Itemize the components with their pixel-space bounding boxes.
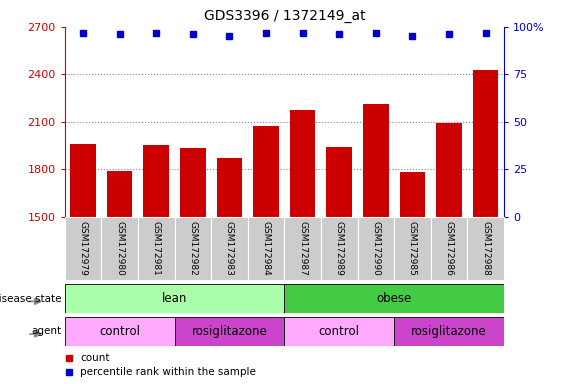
Bar	[400, 172, 425, 384]
Bar	[290, 110, 315, 384]
Bar	[180, 148, 205, 384]
Bar	[327, 147, 352, 384]
Bar	[211, 217, 248, 280]
Text: disease state: disease state	[0, 293, 62, 304]
Bar	[65, 284, 284, 313]
Bar	[175, 317, 284, 346]
Bar	[467, 217, 504, 280]
Text: GSM172986: GSM172986	[445, 221, 453, 276]
Bar	[394, 217, 431, 280]
Bar	[70, 144, 96, 384]
Bar	[248, 217, 284, 280]
Text: GSM172990: GSM172990	[372, 221, 380, 276]
Bar	[284, 317, 394, 346]
Text: GSM172981: GSM172981	[152, 221, 160, 276]
Bar	[175, 217, 211, 280]
Text: GSM172985: GSM172985	[408, 221, 417, 276]
Text: GSM172982: GSM172982	[189, 221, 197, 276]
Text: control: control	[319, 325, 360, 338]
Bar	[101, 217, 138, 280]
Bar	[217, 158, 242, 384]
Bar	[473, 70, 498, 384]
Text: GSM172984: GSM172984	[262, 221, 270, 276]
Text: count: count	[80, 353, 110, 363]
Text: rosiglitazone: rosiglitazone	[411, 325, 487, 338]
Bar	[394, 317, 504, 346]
Bar	[321, 217, 358, 280]
Bar	[363, 104, 388, 384]
Bar	[284, 217, 321, 280]
Text: GSM172983: GSM172983	[225, 221, 234, 276]
Bar	[431, 217, 467, 280]
Bar	[358, 217, 394, 280]
Bar	[138, 217, 175, 280]
Text: control: control	[99, 325, 140, 338]
Text: GSM172979: GSM172979	[79, 221, 87, 276]
Bar	[144, 145, 169, 384]
Text: obese: obese	[377, 292, 412, 305]
Text: GSM172987: GSM172987	[298, 221, 307, 276]
Bar	[65, 217, 101, 280]
Bar	[436, 123, 462, 384]
Text: rosiglitazone: rosiglitazone	[191, 325, 267, 338]
Text: agent: agent	[32, 326, 62, 336]
Text: GSM172988: GSM172988	[481, 221, 490, 276]
Bar	[107, 171, 132, 384]
Bar	[65, 317, 175, 346]
Text: lean: lean	[162, 292, 187, 305]
Bar	[284, 284, 504, 313]
Title: GDS3396 / 1372149_at: GDS3396 / 1372149_at	[203, 9, 365, 23]
Text: percentile rank within the sample: percentile rank within the sample	[80, 367, 256, 377]
Text: GSM172980: GSM172980	[115, 221, 124, 276]
Bar	[253, 126, 279, 384]
Text: GSM172989: GSM172989	[335, 221, 343, 276]
